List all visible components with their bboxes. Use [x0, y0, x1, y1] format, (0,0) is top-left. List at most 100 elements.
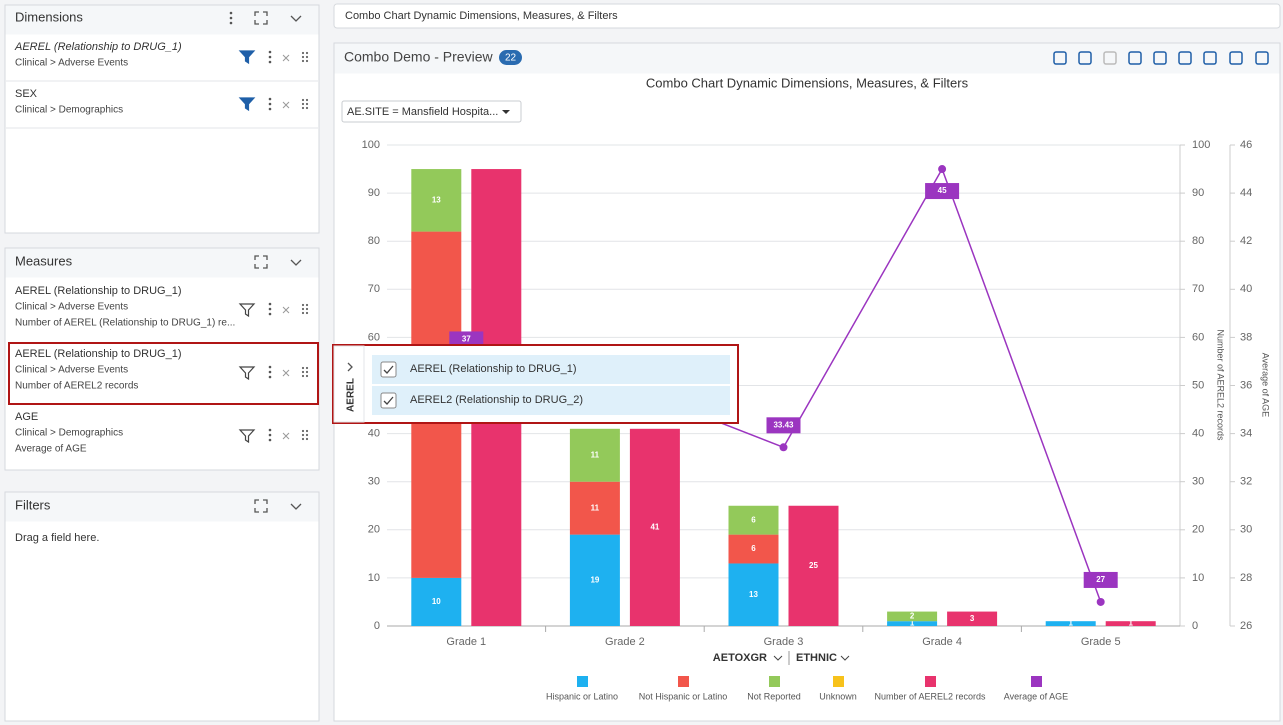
- legend-swatch[interactable]: [925, 676, 936, 687]
- x-tick-label: Grade 2: [605, 636, 645, 648]
- remove-icon[interactable]: [282, 306, 290, 314]
- option-row[interactable]: [372, 355, 730, 384]
- drag-handle[interactable]: [301, 303, 309, 315]
- legend-swatch[interactable]: [577, 676, 588, 687]
- dot: [229, 21, 233, 25]
- dot: [301, 51, 305, 55]
- legend-label[interactable]: Average of AGE: [1004, 691, 1068, 701]
- drag-handle[interactable]: [301, 366, 309, 378]
- option-row[interactable]: [372, 386, 730, 415]
- popup-label: AEREL: [346, 378, 357, 412]
- menu-icon[interactable]: [268, 97, 272, 111]
- collapse-icon[interactable]: [290, 15, 302, 22]
- field-description: Average of AGE: [15, 444, 87, 455]
- filter-icon[interactable]: [238, 429, 256, 444]
- dot: [305, 102, 309, 106]
- filter-dropdown-text: AE.SITE = Mansfield Hospita...: [347, 106, 498, 118]
- expand-icon[interactable]: [254, 255, 268, 269]
- toolbar-button[interactable]: [1255, 51, 1269, 65]
- legend-swatch[interactable]: [1031, 676, 1042, 687]
- checkbox[interactable]: [380, 361, 397, 378]
- popup-side: [333, 345, 365, 423]
- legend-swatch[interactable]: [833, 676, 844, 687]
- field-name: AEREL (Relationship to DRUG_1): [15, 285, 182, 297]
- x-tick-label: Grade 5: [1081, 636, 1121, 648]
- menu-icon[interactable]: [268, 302, 272, 316]
- checkbox[interactable]: [380, 392, 397, 409]
- option-label[interactable]: AEREL2 (Relationship to DRUG_2): [410, 394, 583, 406]
- toolbar-button[interactable]: [1103, 51, 1117, 65]
- menu-icon[interactable]: [268, 365, 272, 379]
- dot: [305, 51, 309, 55]
- y2-tick-label: 80: [1192, 235, 1204, 247]
- legend-label[interactable]: Not Reported: [747, 691, 801, 701]
- dot: [305, 437, 309, 441]
- popup-chevron[interactable]: [347, 362, 353, 372]
- option-label[interactable]: AEREL (Relationship to DRUG_1): [410, 363, 577, 375]
- x-axis-title[interactable]: AETOXGR: [713, 652, 767, 664]
- y2-tick-label: 90: [1192, 187, 1204, 199]
- drag-handle[interactable]: [301, 429, 309, 441]
- dot: [305, 366, 309, 370]
- x-tick-label: Grade 4: [922, 636, 962, 648]
- dot: [301, 366, 305, 370]
- dot: [305, 311, 309, 315]
- collapse-icon[interactable]: [290, 259, 302, 266]
- remove-icon[interactable]: [282, 369, 290, 377]
- legend-label[interactable]: Unknown: [819, 691, 857, 701]
- toolbar-button[interactable]: [1078, 51, 1092, 65]
- x-axis-title[interactable]: ETHNIC: [796, 652, 837, 664]
- toolbar-button[interactable]: [1053, 51, 1067, 65]
- dot: [301, 98, 305, 102]
- legend-label[interactable]: Hispanic or Latino: [546, 691, 618, 701]
- bar-label: 19: [590, 575, 599, 584]
- filter-icon[interactable]: [238, 50, 256, 65]
- drag-handle[interactable]: [301, 98, 309, 110]
- dot: [268, 375, 272, 379]
- bar: [411, 169, 462, 232]
- title-input[interactable]: [333, 3, 1281, 29]
- legend-swatch[interactable]: [678, 676, 689, 687]
- dot: [268, 55, 272, 59]
- collapse-icon[interactable]: [290, 503, 302, 510]
- toolbar-button[interactable]: [1178, 51, 1192, 65]
- filter-icon[interactable]: [238, 366, 256, 381]
- x-axis-caret: [840, 655, 850, 661]
- bar: [728, 534, 779, 564]
- menu-icon[interactable]: [268, 50, 272, 64]
- field-name: AEREL (Relationship to DRUG_1): [15, 348, 182, 360]
- dropdown-caret: [502, 110, 510, 114]
- dot: [268, 428, 272, 432]
- filter-icon[interactable]: [238, 303, 256, 318]
- field-name: SEX: [15, 88, 38, 100]
- y3-tick-label: 32: [1240, 476, 1252, 488]
- dot: [268, 307, 272, 311]
- y2-tick-label: 0: [1192, 620, 1198, 632]
- dot: [305, 433, 309, 437]
- filter-dropdown[interactable]: [341, 100, 522, 123]
- legend-label[interactable]: Number of AEREL2 records: [874, 691, 986, 701]
- toolbar-button[interactable]: [1203, 51, 1217, 65]
- expand-icon[interactable]: [254, 499, 268, 513]
- menu-icon[interactable]: [268, 428, 272, 442]
- y2-tick-label: 70: [1192, 283, 1204, 295]
- panel-header: [5, 492, 319, 522]
- remove-icon[interactable]: [282, 432, 290, 440]
- legend-label[interactable]: Not Hispanic or Latino: [639, 691, 728, 701]
- toolbar-button[interactable]: [1153, 51, 1167, 65]
- toolbar-button[interactable]: [1128, 51, 1142, 65]
- remove-icon[interactable]: [282, 54, 290, 62]
- menu-icon[interactable]: [229, 11, 233, 25]
- panel-title: Dimensions: [15, 9, 83, 24]
- legend-swatch[interactable]: [769, 676, 780, 687]
- bar-label: 1: [910, 619, 915, 628]
- y3-tick-label: 28: [1240, 572, 1252, 584]
- toolbar-button[interactable]: [1229, 51, 1243, 65]
- dot: [305, 303, 309, 307]
- expand-icon[interactable]: [254, 11, 268, 25]
- remove-icon[interactable]: [282, 101, 290, 109]
- filter-icon[interactable]: [238, 97, 256, 112]
- drag-handle[interactable]: [301, 51, 309, 63]
